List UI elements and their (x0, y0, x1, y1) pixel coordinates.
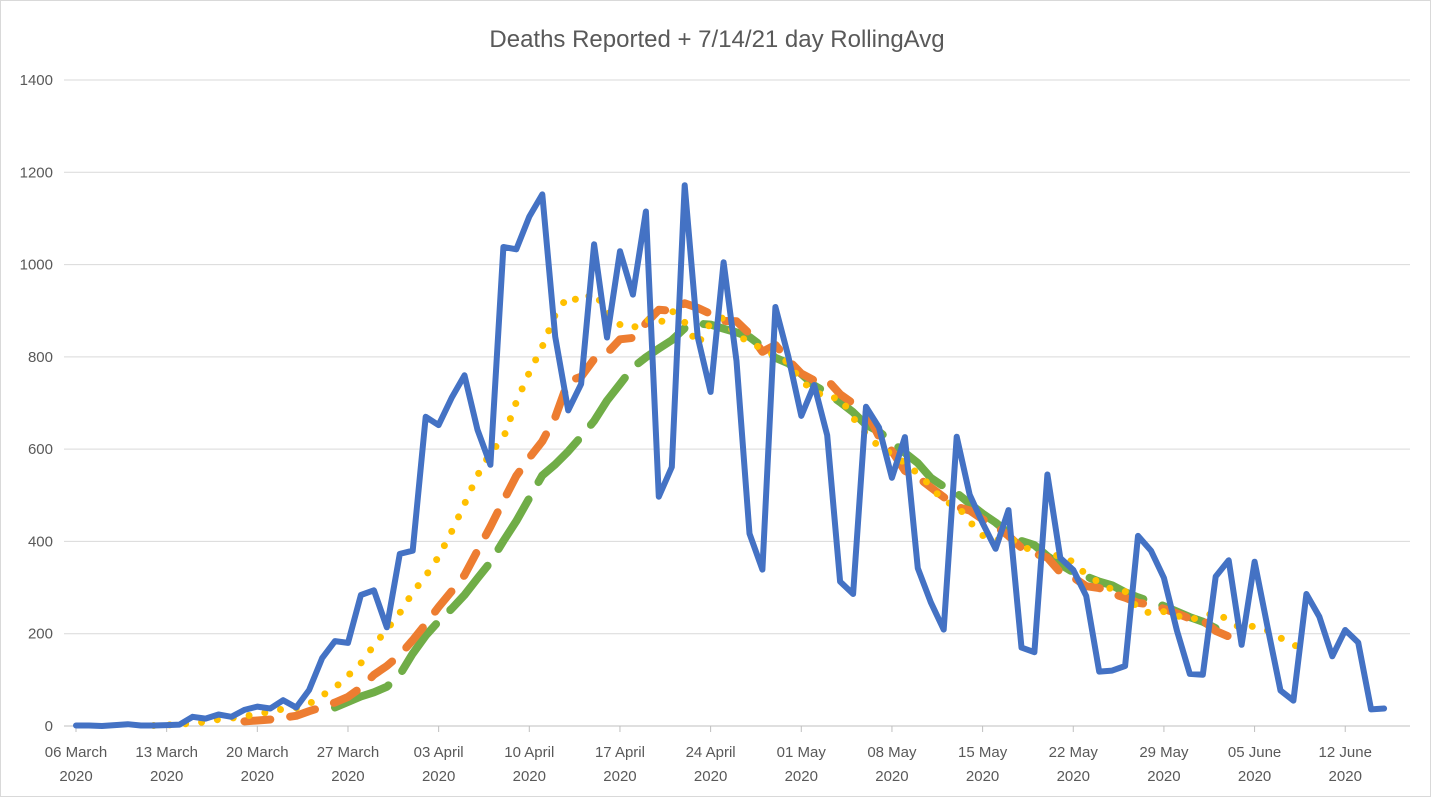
x-tick-label-year: 2020 (59, 768, 92, 785)
y-axis: 0 200 400 600 800 1000 1200 1400 (20, 72, 53, 735)
x-tick-label-year: 2020 (1057, 768, 1090, 785)
x-tick-label-year: 2020 (966, 768, 999, 785)
x-tick-label-year: 2020 (150, 768, 183, 785)
series-line-21-day-rollingavg (331, 319, 1233, 712)
y-tick-label: 1400 (20, 72, 53, 89)
x-tick-label: 01 May (777, 744, 827, 761)
x-tick-label: 15 May (958, 744, 1008, 761)
series-line-14-day-rollingavg (240, 299, 1233, 726)
x-tick-label-year: 2020 (785, 768, 818, 785)
x-tick-label-year: 2020 (603, 768, 636, 785)
x-tick-label-year: 2020 (1238, 768, 1271, 785)
x-tick-label: 12 June (1319, 744, 1372, 761)
y-tick-label: 800 (28, 349, 53, 366)
x-tick-label-year: 2020 (1147, 768, 1180, 785)
x-tick-label-year: 2020 (694, 768, 727, 785)
x-tick-label: 13 March (135, 744, 198, 761)
x-tick-label-year: 2020 (1329, 768, 1362, 785)
y-tick-label: 200 (28, 626, 53, 643)
x-axis: 06 March 2020 13 March 2020 20 March 2020 27 M… (45, 726, 1372, 785)
x-tick-label: 20 March (226, 744, 289, 761)
x-tick-label: 17 April (595, 744, 645, 761)
series-line-deaths-reported (73, 182, 1388, 729)
x-tick-label: 06 March (45, 744, 108, 761)
x-tick-label: 05 June (1228, 744, 1281, 761)
series-layer (73, 182, 1388, 729)
y-tick-label: 400 (28, 533, 53, 550)
y-tick-label: 1000 (20, 257, 53, 274)
x-tick-label: 22 May (1049, 744, 1099, 761)
x-tick-label-year: 2020 (875, 768, 908, 785)
x-tick-label-year: 2020 (241, 768, 274, 785)
x-tick-label: 27 March (317, 744, 380, 761)
x-tick-label: 03 April (414, 744, 464, 761)
y-tick-label: 600 (28, 441, 53, 458)
x-tick-label-year: 2020 (513, 768, 546, 785)
chart-title: Deaths Reported + 7/14/21 day RollingAvg (489, 26, 944, 53)
x-tick-label: 24 April (686, 744, 736, 761)
x-tick-label: 29 May (1139, 744, 1189, 761)
x-tick-label-year: 2020 (422, 768, 455, 785)
x-tick-label-year: 2020 (331, 768, 364, 785)
y-tick-label: 1200 (20, 164, 53, 181)
y-tick-label: 0 (45, 718, 53, 735)
x-tick-label: 08 May (867, 744, 917, 761)
x-tick-label: 10 April (504, 744, 554, 761)
